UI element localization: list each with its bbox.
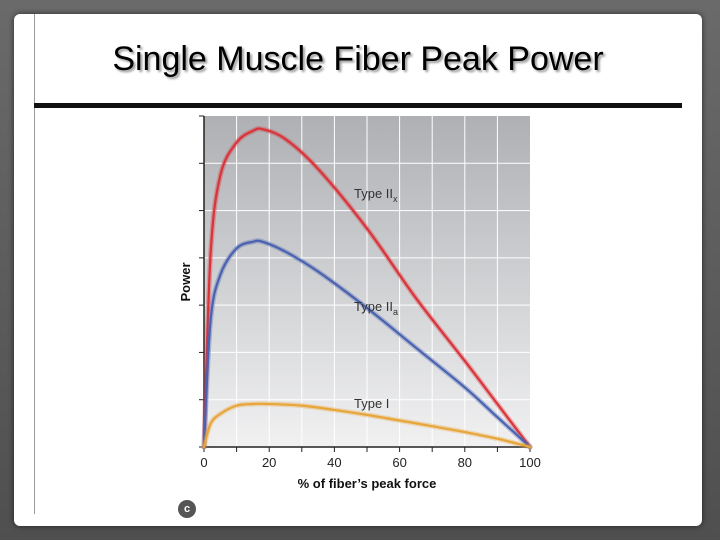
y-axis-label: Power [178,262,193,301]
x-tick-label: 40 [327,455,341,470]
x-tick-label: 0 [200,455,207,470]
title-underline [34,103,682,108]
grid-lines [204,116,530,447]
x-tick-label: 100 [519,455,541,470]
x-tick-label: 80 [458,455,472,470]
copyright-icon: c [178,500,196,518]
series-labels: Type IIx Type IIa Type I [354,186,398,411]
series-label-type-i: Type I [354,396,389,411]
x-tick-label: 60 [392,455,406,470]
series-label-type-iix: Type IIx [354,186,398,204]
series-lines [201,126,533,450]
slide-title: Single Muscle Fiber Peak Power [112,40,604,78]
power-force-chart: 0 20 40 60 80 100 Type IIx Type IIa Type I % of… [178,115,541,491]
x-tick-label: 20 [262,455,276,470]
left-border-line [34,14,35,514]
x-axis-label: % of fiber’s peak force [298,476,437,491]
slide: Single Muscle Fiber Peak Power 0 20 40 60 80… [14,14,702,526]
series-label-type-iia: Type IIa [354,299,398,317]
series-line-type-iia [202,239,532,449]
axes: 0 20 40 60 80 100 [199,115,541,470]
series-line-type-iix [202,127,532,449]
series-line-type-i [202,402,532,449]
